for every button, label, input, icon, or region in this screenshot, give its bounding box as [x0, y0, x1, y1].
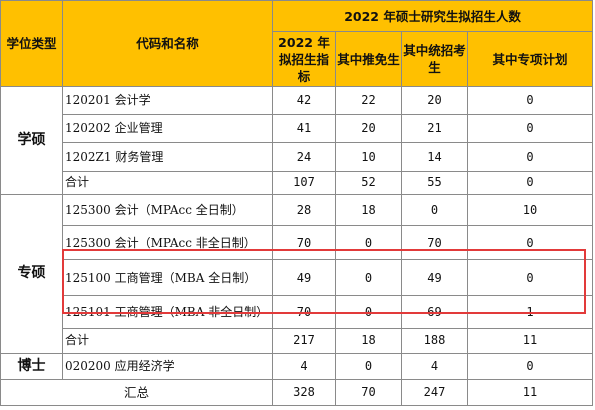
total-label: 汇总 [0, 378, 273, 407]
row-exempt: 18 [335, 193, 402, 226]
row-name: 125300 会计（MPAcc 非全日制） [62, 224, 273, 261]
row-special: 0 [466, 142, 594, 172]
total-special: 11 [466, 378, 594, 407]
row-unified: 70 [401, 224, 468, 261]
row-name: 125100 工商管理（MBA 全日制） [62, 259, 273, 297]
table-row: 博士 020200 应用经济学 4 0 4 0 [0, 352, 594, 380]
row-special: 0 [466, 259, 594, 297]
row-special: 1 [466, 295, 594, 329]
row-quota: 4 [272, 352, 336, 380]
row-exempt: 52 [335, 170, 402, 195]
row-quota: 70 [272, 224, 336, 261]
row-exempt: 0 [335, 224, 402, 261]
row-exempt: 20 [335, 114, 402, 144]
row-unified: 49 [401, 259, 468, 297]
row-exempt: 22 [335, 85, 402, 116]
category-professional: 专硕 [0, 193, 63, 354]
category-academic: 学硕 [0, 85, 63, 195]
row-name: 120202 企业管理 [62, 114, 273, 144]
row-quota: 49 [272, 259, 336, 297]
row-special: 10 [466, 193, 594, 226]
total-unified: 247 [401, 378, 468, 407]
row-unified: 0 [401, 193, 468, 226]
row-quota: 217 [272, 327, 336, 354]
header-special: 其中专项计划 [466, 31, 594, 87]
row-quota: 70 [272, 295, 336, 329]
subtotal-row: 合计 217 18 188 11 [1, 327, 594, 354]
row-quota: 28 [272, 193, 336, 226]
row-unified: 55 [401, 170, 468, 195]
row-quota: 41 [272, 114, 336, 144]
row-unified: 69 [401, 295, 468, 329]
row-special: 0 [466, 170, 594, 195]
row-exempt: 0 [335, 352, 402, 380]
row-exempt: 0 [335, 295, 402, 329]
row-special: 0 [466, 352, 594, 380]
row-name: 合计 [62, 170, 273, 195]
header-exempt: 其中推免生 [335, 31, 402, 87]
row-name: 合计 [62, 327, 273, 354]
row-name: 125300 会计（MPAcc 全日制） [62, 193, 273, 226]
total-row: 汇总 328 70 247 11 [0, 378, 594, 407]
header-degree-type: 学位类型 [0, 0, 63, 87]
row-quota: 24 [272, 142, 336, 172]
row-name: 125101 工商管理（MBA 非全日制） [62, 295, 273, 329]
table-row: 125300 会计（MPAcc 非全日制） 70 0 70 0 [1, 224, 594, 261]
table-row: 专硕 125300 会计（MPAcc 全日制） 28 18 0 10 [0, 193, 594, 354]
row-special: 0 [466, 85, 594, 116]
header-group-title: 2022 年硕士研究生拟招生人数 [271, 0, 594, 33]
row-special: 0 [466, 224, 594, 261]
header-quota: 2022 年拟招生指标 [272, 31, 336, 87]
row-unified: 20 [401, 85, 468, 116]
row-unified: 14 [401, 142, 468, 172]
table-row: 120202 企业管理 41 20 21 0 [1, 114, 594, 144]
row-name: 020200 应用经济学 [62, 352, 273, 380]
row-unified: 188 [401, 327, 468, 354]
row-exempt: 18 [335, 327, 402, 354]
row-name: 120201 会计学 [62, 85, 273, 116]
row-special: 11 [466, 327, 594, 354]
row-exempt: 0 [335, 259, 402, 297]
category-doctor: 博士 [0, 352, 63, 380]
row-quota: 107 [272, 170, 336, 195]
table-row: 学硕 120201 会计学 42 22 20 0 [0, 85, 594, 195]
row-quota: 42 [272, 85, 336, 116]
row-unified: 4 [401, 352, 468, 380]
table-row-highlighted: 125100 工商管理（MBA 全日制） 49 0 49 0 [1, 259, 594, 297]
subtotal-row: 合计 107 52 55 0 [1, 170, 594, 195]
total-exempt: 70 [335, 378, 402, 407]
row-unified: 21 [401, 114, 468, 144]
row-exempt: 10 [335, 142, 402, 172]
table-row-highlighted: 125101 工商管理（MBA 非全日制） 70 0 69 1 [1, 295, 594, 329]
row-name: 1202Z1 财务管理 [62, 142, 273, 172]
header-code-name: 代码和名称 [62, 0, 273, 87]
row-special: 0 [466, 114, 594, 144]
header-unified: 其中统招考生 [401, 31, 468, 87]
total-quota: 328 [272, 378, 336, 407]
table-row: 1202Z1 财务管理 24 10 14 0 [1, 142, 594, 172]
